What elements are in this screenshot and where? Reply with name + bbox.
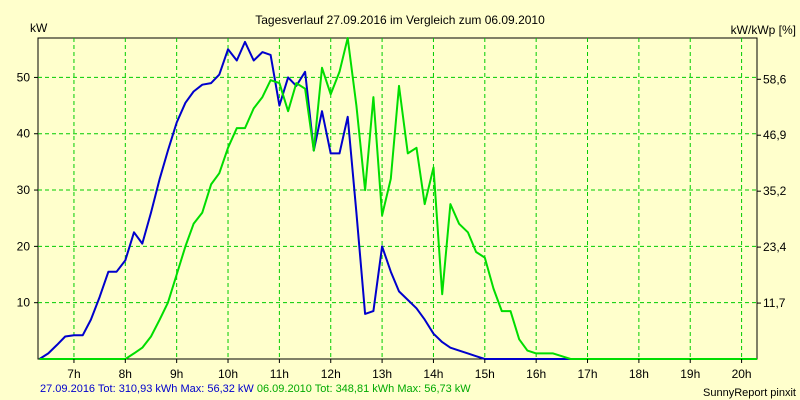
x-tick-label: 7h (67, 367, 80, 381)
footer-summary: 27.09.2016 Tot: 310,93 kWh Max: 56,32 kW… (40, 383, 471, 395)
x-tick-label: 9h (170, 367, 183, 381)
x-tick-label: 13h (372, 367, 392, 381)
x-tick-label: 12h (321, 367, 341, 381)
x-tick-label: 10h (218, 367, 238, 381)
y-tick-label-right: 46,9 (763, 128, 787, 142)
plot-frame (37, 37, 758, 360)
y-tick-label-left: 20 (17, 239, 31, 253)
y-tick-label-left: 40 (17, 127, 31, 141)
x-tick-label: 11h (270, 367, 289, 381)
credit-text: SunnyReport pinxit (703, 387, 796, 399)
x-tick-label: 18h (629, 367, 649, 381)
y-tick-label-right: 11,7 (763, 296, 786, 310)
y-axis-label-right: kW/kWp [%] (731, 23, 796, 37)
footer: 27.09.2016 Tot: 310,93 kWh Max: 56,32 kW… (0, 381, 800, 399)
x-tick-label: 14h (423, 367, 443, 381)
y-tick-label-right: 35,2 (763, 184, 787, 198)
y-tick-label-right: 23,4 (763, 240, 787, 254)
chart-title: Tagesverlauf 27.09.2016 im Vergleich zum… (255, 13, 545, 27)
y-axis-label-left: kW (30, 21, 48, 35)
x-tick-label: 8h (119, 367, 132, 381)
y-tick-label-left: 50 (17, 70, 31, 84)
x-tick-label: 20h (732, 367, 752, 381)
series-line-1 (38, 40, 665, 360)
x-tick-label: 15h (475, 367, 495, 381)
x-tick-label: 16h (526, 367, 546, 381)
y-tick-label-left: 10 (17, 296, 31, 310)
x-tick-label: 19h (680, 367, 700, 381)
y-tick-label-right: 58,6 (763, 72, 787, 86)
series1-summary: 27.09.2016 Tot: 310,93 kWh Max: 56,32 kW (40, 383, 254, 395)
series2-summary: 06.09.2010 Tot: 348,81 kWh Max: 56,73 kW (253, 383, 471, 395)
plot-area (37, 37, 758, 360)
y-tick-label-left: 30 (17, 183, 31, 197)
axis-ticks: 7h 8h 9h 10h 11h 12h 13h 14h 15h 16h 17h 18h 19h 20h 1… (17, 70, 787, 381)
x-tick-label: 17h (578, 367, 598, 381)
